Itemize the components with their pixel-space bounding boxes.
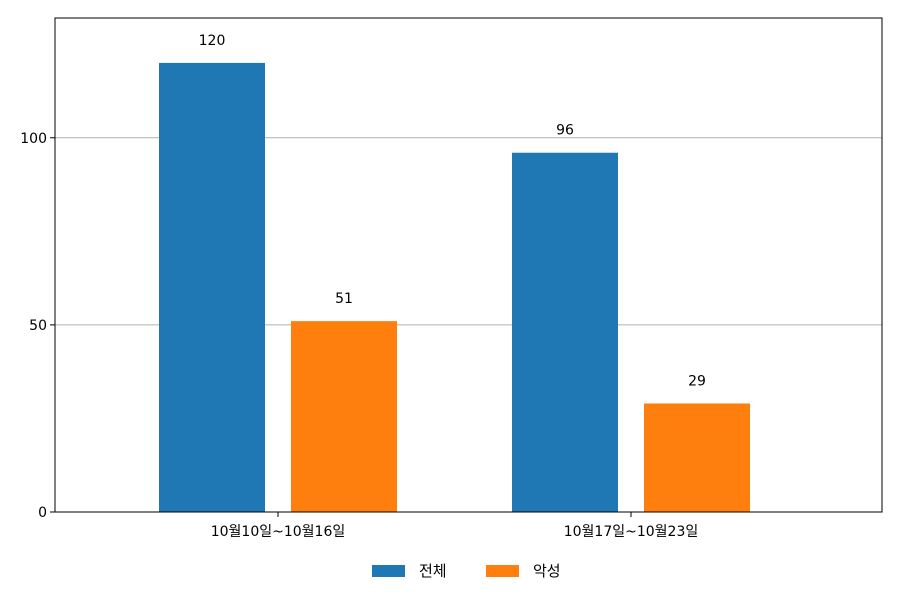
bars bbox=[159, 62, 750, 513]
y-tick-label: 100 bbox=[20, 131, 47, 147]
x-tick-label: 10월10일~10월16일 bbox=[211, 524, 346, 540]
x-tick-label: 10월17일~10월23일 bbox=[564, 524, 699, 540]
y-tick-label: 50 bbox=[29, 318, 47, 334]
bar-value-label: 29 bbox=[688, 373, 706, 389]
bar-total bbox=[512, 152, 618, 512]
legend: 전체 악성 bbox=[372, 562, 561, 580]
y-tick-label: 0 bbox=[38, 505, 47, 521]
bar-malicious bbox=[644, 403, 750, 512]
legend-label: 악성 bbox=[533, 562, 561, 580]
bar-malicious bbox=[291, 321, 397, 512]
legend-swatch bbox=[372, 565, 405, 577]
legend-label: 전체 bbox=[419, 562, 447, 580]
data-labels: 120 51 96 29 bbox=[199, 33, 706, 390]
plot-frame bbox=[54, 17, 883, 513]
bar-value-label: 120 bbox=[199, 33, 226, 49]
bar-value-label: 51 bbox=[335, 291, 353, 307]
legend-swatch bbox=[486, 565, 519, 577]
y-axis: 0 50 100 bbox=[20, 131, 55, 521]
bar-value-label: 96 bbox=[556, 123, 574, 139]
x-axis: 10월10일~10월16일 10월17일~10월23일 bbox=[211, 512, 699, 540]
bar-total bbox=[159, 62, 265, 513]
